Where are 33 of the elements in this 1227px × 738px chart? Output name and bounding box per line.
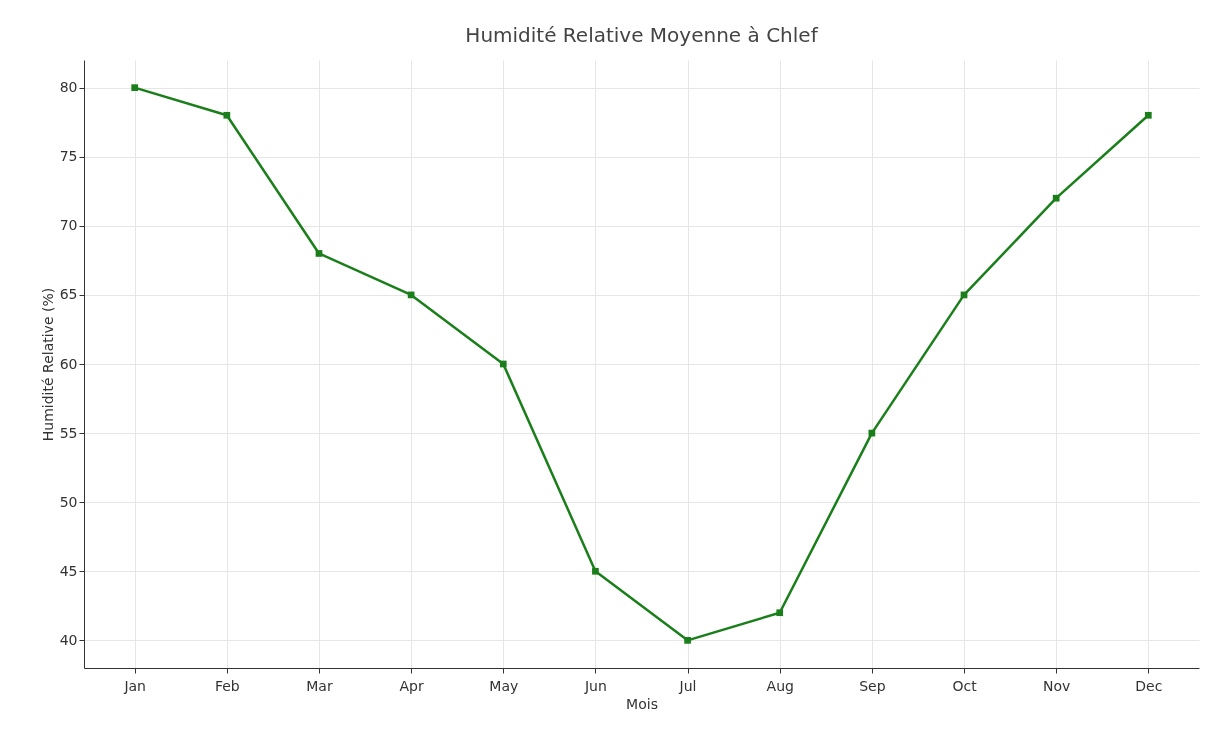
point <box>776 609 784 617</box>
y-tick-label: 60 <box>59 355 78 372</box>
y-tick-label: 70 <box>59 217 78 234</box>
point <box>684 637 691 644</box>
x-tick-label: Sep <box>859 677 886 694</box>
x-tick-label: Mar <box>306 677 333 694</box>
y-tick-label: 45 <box>59 562 78 579</box>
point <box>1144 111 1152 119</box>
y-tick-label: 50 <box>59 493 78 510</box>
x-tick-label: Nov <box>1043 677 1071 694</box>
x-tick-label: Jul <box>678 677 697 694</box>
x-tick-label: Aug <box>766 677 794 694</box>
point <box>315 250 323 257</box>
point <box>1052 194 1060 202</box>
point <box>592 567 599 575</box>
y-tick-label: 80 <box>59 79 78 96</box>
y-axis-title: Humidité Relative (%) <box>39 287 56 442</box>
x-tick-label: Jun <box>583 677 607 694</box>
chart-title: Humidité Relative Moyenne à Chlef <box>465 23 819 47</box>
y-tick-label: 55 <box>59 424 78 441</box>
x-axis-title: Mois <box>626 695 658 712</box>
x-tick-label: Jan <box>123 677 146 694</box>
y-tick-label: 40 <box>59 631 78 648</box>
x-tick-label: Apr <box>399 677 424 694</box>
point <box>223 111 231 119</box>
point <box>131 84 139 91</box>
x-tick-label: Feb <box>214 677 240 694</box>
x-tick-label: May <box>489 677 519 694</box>
x-tick-label: Dec <box>1135 677 1163 694</box>
x-tick-label: Oct <box>952 677 978 694</box>
y-tick-label: 75 <box>59 148 78 165</box>
y-tick-label: 65 <box>59 286 78 303</box>
point <box>499 360 507 368</box>
